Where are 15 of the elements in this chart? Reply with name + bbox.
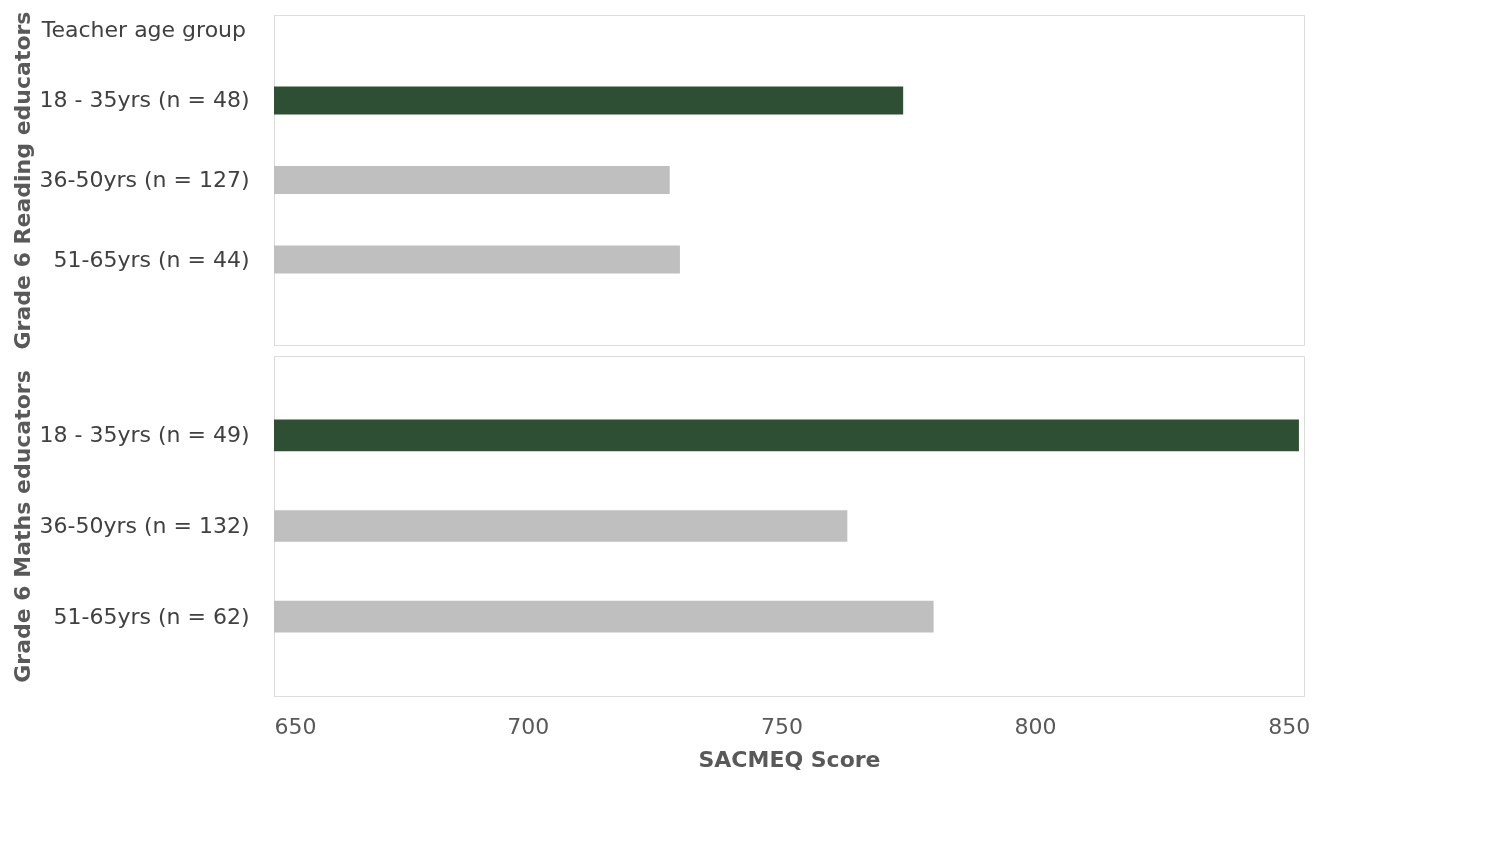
text: Teacher age group xyxy=(40,17,246,42)
x-axis-title: SACMEQ Score xyxy=(698,746,881,772)
y-tick-label: 36-50yrs (n = 127) xyxy=(39,167,250,192)
y-tick-label: 36-50yrs (n = 132) xyxy=(39,513,250,538)
x-tick-label: 800 xyxy=(1014,713,1057,739)
y-axis-title: Grade 6 Maths educators xyxy=(9,370,35,683)
x-tick-label: 650 xyxy=(274,713,317,739)
x-tick-label: 850 xyxy=(1268,713,1311,739)
y-tick-label: 18 - 35yrs (n = 49) xyxy=(39,422,250,448)
y-axis-title: Grade 6 Reading educators xyxy=(9,11,35,350)
x-tick-label: 750 xyxy=(760,713,803,739)
y-tick-label: 18 - 35yrs (n = 48) xyxy=(39,87,250,113)
y-tick-label: 51-65yrs (n = 44) xyxy=(53,246,250,272)
x-tick-label: 700 xyxy=(507,713,550,739)
y-tick-label: 51-65yrs (n = 62) xyxy=(53,603,250,629)
